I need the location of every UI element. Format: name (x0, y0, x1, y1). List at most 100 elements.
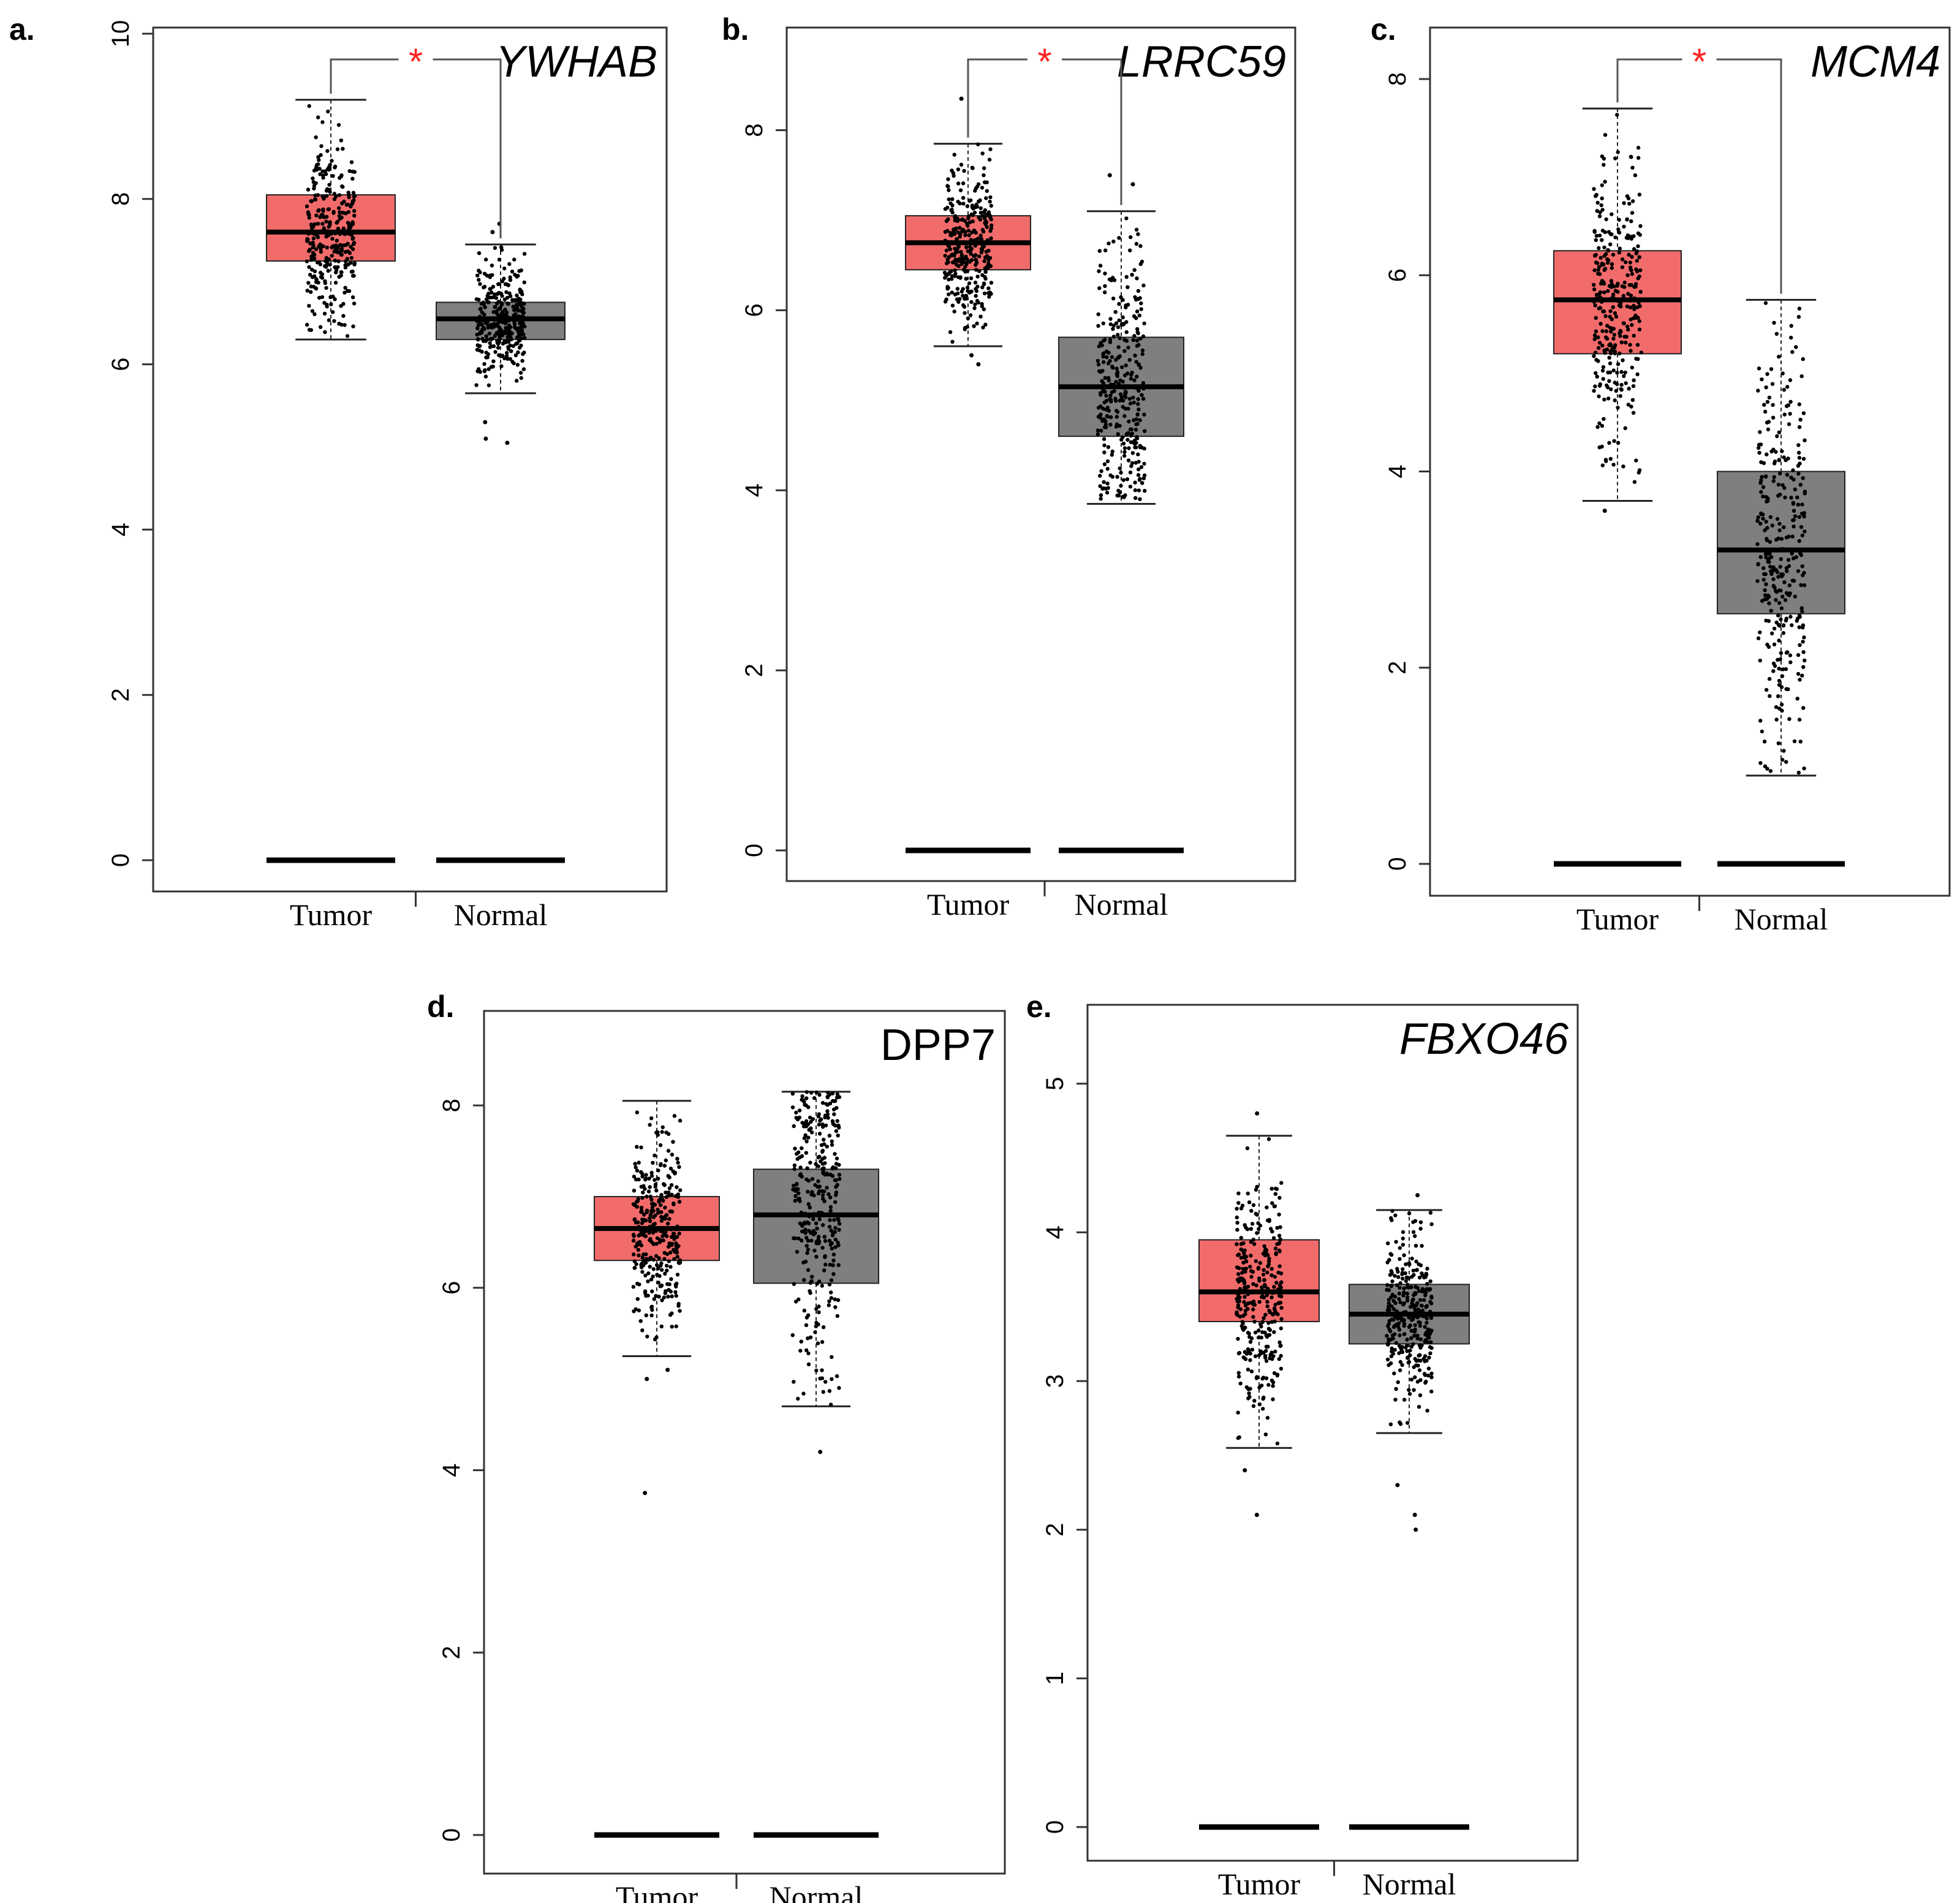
data-point (1604, 217, 1608, 222)
data-point (1269, 1350, 1274, 1355)
data-point (1402, 1318, 1407, 1322)
significance-star: * (1037, 41, 1051, 82)
box-normal (1058, 173, 1184, 853)
data-point (655, 1273, 659, 1277)
data-point (1758, 442, 1763, 447)
data-point (1270, 1201, 1274, 1205)
data-point (1125, 477, 1130, 482)
data-point (325, 149, 330, 153)
data-point (958, 297, 962, 301)
data-point (1600, 183, 1604, 187)
data-point (1799, 525, 1804, 529)
data-point (974, 230, 978, 235)
data-point (1097, 286, 1102, 290)
data-point (1801, 650, 1806, 654)
data-point (491, 359, 496, 363)
data-point (1618, 351, 1622, 355)
data-point (1126, 371, 1130, 376)
data-point (1607, 343, 1611, 347)
data-point (817, 1210, 821, 1215)
data-point (1632, 296, 1637, 301)
data-point (797, 1197, 801, 1201)
data-point (1124, 391, 1128, 395)
data-point (947, 255, 952, 259)
data-point (677, 1231, 681, 1236)
data-point (806, 1313, 811, 1317)
data-point (1637, 192, 1642, 197)
data-point (309, 258, 314, 262)
data-point (635, 1297, 640, 1301)
data-point (976, 142, 980, 146)
data-point (1423, 1380, 1428, 1385)
data-point (1136, 402, 1140, 406)
significance-star: * (1692, 41, 1706, 82)
data-point (1796, 315, 1801, 319)
data-point (1136, 452, 1140, 456)
data-point (952, 227, 956, 232)
data-point (1785, 472, 1790, 477)
data-point (1243, 1286, 1247, 1291)
data-point (1250, 1222, 1255, 1226)
data-point (333, 245, 338, 249)
data-point (1413, 1244, 1418, 1248)
data-point (1134, 360, 1138, 364)
data-point (1756, 562, 1760, 566)
data-point (985, 225, 989, 229)
data-point (974, 258, 978, 262)
data-point (305, 322, 309, 327)
data-point (649, 1197, 654, 1202)
data-point (1256, 1266, 1261, 1271)
data-point (978, 206, 983, 210)
data-point (972, 210, 977, 215)
data-point (817, 1217, 822, 1222)
data-point (1616, 299, 1621, 303)
data-point (351, 236, 355, 240)
data-point (796, 1150, 801, 1155)
data-point (653, 1337, 657, 1342)
data-point (963, 327, 967, 331)
data-point (816, 1164, 821, 1168)
data-point (491, 322, 496, 327)
data-point (1265, 1293, 1269, 1298)
data-point (971, 219, 975, 224)
data-point (485, 273, 490, 278)
data-point (1124, 339, 1129, 343)
data-point (965, 204, 970, 208)
data-point (1239, 1255, 1244, 1260)
data-point (1265, 1270, 1269, 1275)
data-point (1132, 400, 1137, 405)
data-point (1798, 615, 1802, 619)
data-point (964, 293, 969, 298)
data-point (1109, 382, 1113, 387)
data-point (327, 165, 331, 169)
data-point (307, 304, 311, 308)
data-point (1595, 425, 1600, 429)
data-point (1793, 487, 1797, 491)
data-point (319, 249, 324, 254)
data-point (1251, 1307, 1255, 1312)
data-point (1264, 1349, 1268, 1353)
y-tick-label: 4 (1384, 464, 1411, 478)
data-point (1108, 322, 1113, 327)
data-point (497, 353, 501, 357)
data-point (508, 325, 513, 330)
data-point (520, 332, 524, 337)
data-point (676, 1195, 681, 1199)
data-point (1425, 1282, 1429, 1286)
data-point (1594, 293, 1599, 297)
data-point (1624, 260, 1628, 265)
data-point (1597, 341, 1602, 345)
data-point (1244, 1254, 1249, 1259)
data-point (959, 229, 964, 233)
data-point (1135, 276, 1139, 281)
data-point (1394, 1341, 1399, 1345)
data-point (1608, 242, 1613, 246)
data-point (1416, 1307, 1420, 1312)
data-point (335, 238, 339, 243)
plot-frame (152, 26, 668, 893)
data-point (341, 301, 346, 306)
data-point (1266, 1218, 1270, 1223)
data-point (1135, 344, 1140, 348)
data-point (495, 312, 499, 316)
data-point (1758, 555, 1763, 559)
